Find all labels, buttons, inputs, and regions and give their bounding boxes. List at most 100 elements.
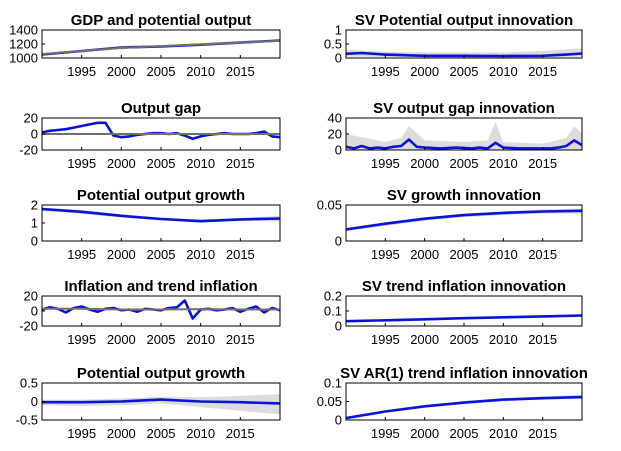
y-tick-label: 1400	[9, 23, 38, 38]
x-tick-label: 2015	[528, 332, 557, 347]
x-tick-label: 2015	[528, 426, 557, 441]
y-tick-label: 0.2	[324, 289, 342, 304]
y-tick-label: 2	[31, 198, 38, 213]
axes-box	[41, 29, 281, 59]
y-tick-label: 0	[31, 127, 38, 142]
y-tick-label: 1	[31, 216, 38, 231]
chart-panel-p4: SV output gap innovation 1995 2000 2005 2010…	[328, 100, 583, 171]
x-tick-label: 2000	[107, 64, 136, 79]
y-tick-label: 0	[335, 234, 342, 249]
x-tick-label: 2015	[226, 156, 255, 171]
x-tick-label: 2005	[450, 332, 479, 347]
plot-area	[42, 207, 280, 223]
y-tick-label: 0.05	[317, 394, 342, 409]
plot-area	[42, 39, 280, 56]
y-tick-label: 0.1	[324, 376, 342, 391]
y-tick-label: 0.5	[324, 37, 342, 52]
plot-area	[346, 208, 582, 231]
y-tick-label: 0.1	[324, 304, 342, 319]
x-tick-label: 1995	[371, 332, 400, 347]
chart-title: Potential output growth	[77, 365, 245, 382]
y-tick-label: 20	[328, 127, 342, 142]
x-tick-label: 2010	[186, 426, 215, 441]
x-tick-label: 2010	[489, 247, 518, 262]
plot-area	[42, 299, 280, 320]
chart-title: Potential output growth	[77, 187, 245, 204]
x-tick-label: 1995	[371, 156, 400, 171]
confidence-band	[42, 394, 280, 415]
chart-panel-p7: Inflation and trend inflation 1995 2000 200…	[19, 278, 281, 347]
y-tick-label: 1000	[9, 51, 38, 66]
x-tick-label: 2005	[450, 247, 479, 262]
series-line-1	[346, 138, 582, 150]
chart-panel-p5: Potential output growth 1995 2000 2005 2010 2…	[31, 187, 281, 262]
x-tick-label: 2010	[186, 64, 215, 79]
plot-area	[42, 121, 280, 141]
confidence-band	[346, 122, 582, 150]
chart-title: Inflation and trend inflation	[64, 278, 257, 295]
x-tick-label: 1995	[371, 426, 400, 441]
plot-area	[346, 122, 582, 150]
chart-panel-p6: SV growth innovation 1995 2000 2005 2010 2015…	[317, 187, 583, 262]
x-tick-label: 2000	[107, 332, 136, 347]
x-tick-label: 2000	[107, 247, 136, 262]
x-tick-label: 1995	[371, 247, 400, 262]
chart-title: SV output gap innovation	[373, 100, 555, 117]
y-tick-label: 0	[31, 304, 38, 319]
x-tick-label: 1995	[67, 64, 96, 79]
x-tick-label: 2015	[226, 64, 255, 79]
series-line-1	[42, 207, 280, 223]
x-tick-label: 1995	[371, 64, 400, 79]
x-tick-label: 2005	[450, 426, 479, 441]
y-tick-label: 0	[31, 394, 38, 409]
x-tick-label: 2000	[107, 426, 136, 441]
series-line-2	[42, 307, 280, 311]
x-tick-label: 2010	[489, 332, 518, 347]
x-tick-label: 1995	[67, 426, 96, 441]
chart-panel-p2: SV Potential output innovation 1995 2000 20…	[324, 12, 583, 79]
chart-title: GDP and potential output	[71, 12, 252, 29]
x-tick-label: 2000	[410, 332, 439, 347]
confidence-band	[346, 208, 582, 231]
x-tick-label: 2015	[226, 332, 255, 347]
chart-panel-p8: SV trend inflation innovation 1995 2000 200…	[324, 278, 583, 347]
chart-title: SV trend inflation innovation	[362, 278, 566, 295]
y-tick-label: 0	[335, 413, 342, 428]
x-tick-label: 2005	[147, 426, 176, 441]
x-tick-label: 2010	[489, 426, 518, 441]
x-tick-label: 2000	[410, 64, 439, 79]
y-tick-label: 0.5	[20, 376, 38, 391]
x-tick-label: 2015	[528, 156, 557, 171]
x-tick-label: 2005	[147, 64, 176, 79]
x-tick-label: 1995	[67, 156, 96, 171]
x-tick-label: 2010	[489, 64, 518, 79]
x-tick-label: 2010	[489, 156, 518, 171]
x-tick-label: 1995	[67, 332, 96, 347]
x-tick-label: 2005	[147, 247, 176, 262]
chart-title: Output gap	[121, 100, 201, 117]
x-tick-label: 2010	[186, 247, 215, 262]
x-tick-label: 2000	[107, 156, 136, 171]
plot-area	[346, 394, 582, 420]
plot-area	[42, 394, 280, 415]
y-tick-label: 20	[24, 289, 38, 304]
chart-title: SV Potential output innovation	[355, 12, 573, 29]
x-tick-label: 1995	[67, 247, 96, 262]
x-tick-label: 2010	[186, 156, 215, 171]
x-tick-label: 2005	[450, 64, 479, 79]
y-tick-label: -20	[19, 143, 38, 158]
series-line-1	[346, 314, 582, 323]
y-tick-label: 40	[328, 111, 342, 126]
y-tick-label: 0.05	[317, 198, 342, 213]
x-tick-label: 2000	[410, 156, 439, 171]
x-tick-label: 2015	[226, 247, 255, 262]
series-line-1	[346, 209, 582, 231]
y-tick-label: 0	[335, 319, 342, 334]
series-line-1	[42, 398, 280, 405]
y-tick-label: 0	[31, 234, 38, 249]
x-tick-label: 2005	[147, 332, 176, 347]
y-tick-label: 0	[335, 51, 342, 66]
x-tick-label: 2000	[410, 247, 439, 262]
chart-panel-p1: GDP and potential output 1995 2000 2005 2010…	[9, 12, 281, 79]
